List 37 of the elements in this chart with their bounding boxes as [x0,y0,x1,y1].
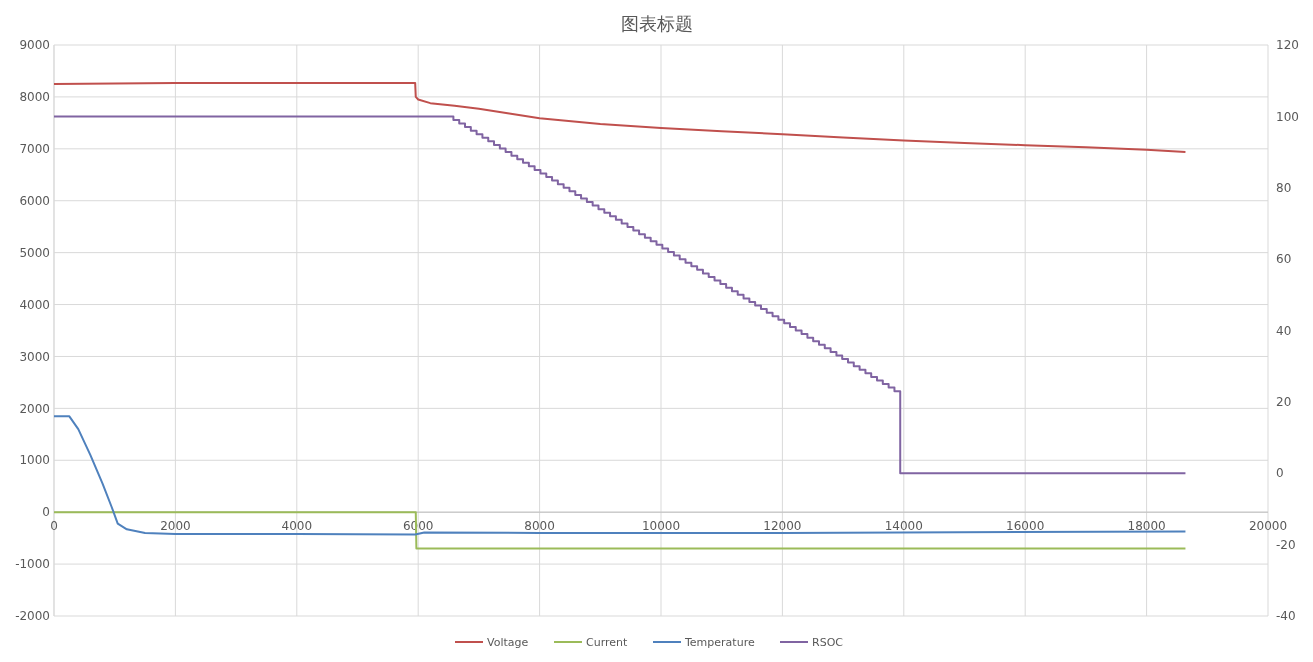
y-tick-label: 4000 [19,297,50,312]
y-tick-label: 6000 [19,193,50,208]
legend-label: Current [586,635,628,649]
x-tick-label: 20000 [1248,519,1288,534]
y-tick-label: 9000 [19,38,50,53]
chart-title: 图表标题 [620,13,693,34]
y-tick-label: -2000 [15,609,50,624]
x-tick-label: 8000 [524,519,555,534]
y2-tick-label: -40 [1276,609,1296,624]
x-tick-label: 2000 [160,519,191,534]
y2-tick-label: 120 [1276,38,1299,53]
x-tick-label: 10000 [641,519,681,534]
x-tick-label: 4000 [281,519,313,534]
x-tick-label: 18000 [1127,519,1166,534]
y2-tick-label: 100 [1276,109,1299,124]
line-series [53,81,1187,153]
y2-tick-label: 40 [1276,323,1292,338]
line-series [53,415,1187,536]
y-tick-label: 2000 [19,401,50,416]
legend-label: Voltage [487,635,529,649]
y2-tick-label: -20 [1276,537,1296,552]
legend-label: RSOC [812,635,844,649]
x-tick-label: 16000 [1006,519,1045,534]
y2-tick-label: 20 [1276,395,1292,410]
y-tick-label: 5000 [19,245,50,260]
y2-tick-label: 60 [1276,252,1292,267]
x-tick-label: 12000 [763,519,802,534]
y-tick-label: 3000 [19,349,50,364]
legend-label: Temperature [684,635,755,649]
x-tick-label: 14000 [884,519,923,534]
y-tick-label: -1000 [15,557,50,572]
y-tick-label: 8000 [19,90,50,105]
y-tick-label: 1000 [19,453,50,468]
y2-tick-label: 0 [1276,466,1284,481]
y2-tick-label: 80 [1276,180,1292,195]
y-tick-label: 7000 [19,142,50,157]
y-tick-label: 0 [42,505,50,520]
